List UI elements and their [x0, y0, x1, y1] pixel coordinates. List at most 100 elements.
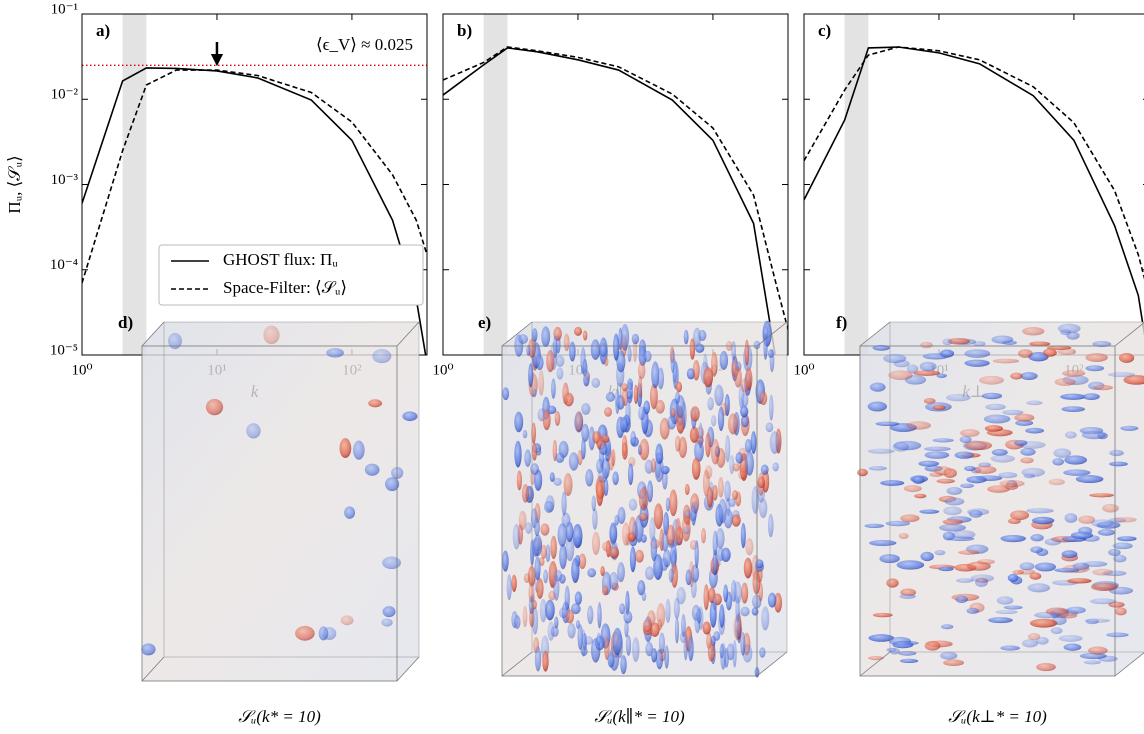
isosurface-blob — [1062, 370, 1086, 377]
isosurface-blob — [725, 434, 731, 463]
isosurface-blob — [1020, 372, 1038, 380]
isosurface-blob — [535, 447, 542, 456]
isosurface-blob — [608, 450, 615, 471]
isosurface-blob — [604, 637, 610, 660]
isosurface-blob — [1027, 583, 1051, 593]
isosurface-blob — [735, 452, 744, 464]
isosurface-blob — [318, 626, 329, 641]
isosurface-blob — [1025, 508, 1054, 514]
isosurface-blob — [554, 410, 561, 426]
isosurface-blob — [533, 534, 543, 557]
isosurface-blob — [659, 417, 670, 440]
isosurface-blob — [875, 421, 900, 426]
isosurface-blob — [942, 338, 953, 346]
isosurface-blob — [740, 632, 746, 656]
isosurface-blob — [601, 434, 610, 443]
isosurface-blob — [988, 617, 1013, 624]
x-tick-label: 10⁰ — [432, 362, 453, 378]
isosurface-blob — [750, 430, 757, 455]
isosurface-blob — [539, 557, 545, 566]
isosurface-blob — [651, 648, 658, 663]
isosurface-blob — [769, 394, 774, 421]
isosurface-blob — [688, 635, 694, 662]
isosurface-blob — [522, 605, 528, 628]
isosurface-blob — [703, 584, 709, 611]
isosurface-blob — [1085, 353, 1108, 362]
isosurface-blob — [596, 431, 602, 450]
cube-edge — [141, 656, 165, 682]
isosurface-blob — [587, 605, 594, 625]
isosurface-blob — [326, 348, 344, 358]
isosurface-blob — [1036, 662, 1056, 672]
isosurface-blob — [1034, 611, 1062, 619]
isosurface-blob — [339, 438, 352, 458]
isosurface-blob — [518, 510, 527, 531]
isosurface-blob — [964, 359, 990, 367]
render-3d: e) 𝒮ᵤ(k∥* = 10) — [478, 313, 788, 726]
isosurface-blob — [514, 411, 524, 433]
isosurface-blob — [906, 421, 932, 430]
isosurface-blob — [990, 454, 1015, 463]
isosurface-blob — [1027, 633, 1041, 641]
isosurface-blob — [617, 506, 626, 524]
isosurface-blob — [899, 658, 919, 664]
isosurface-blob — [344, 506, 356, 519]
isosurface-blob — [531, 328, 538, 342]
isosurface-blob — [1067, 578, 1092, 584]
isosurface-blob — [857, 468, 868, 477]
isosurface-blob — [568, 452, 579, 471]
isosurface-blob — [734, 613, 741, 640]
plot-area — [804, 14, 1144, 355]
isosurface-blob — [555, 452, 565, 463]
render-caption: 𝒮ᵤ(k* = 10) — [238, 707, 321, 726]
isosurface-blob — [713, 631, 721, 641]
isosurface-blob — [954, 451, 974, 459]
isosurface-blob — [973, 465, 997, 474]
isosurface-blob — [991, 335, 1014, 344]
panel-label: f) — [836, 313, 847, 332]
isosurface-blob — [740, 378, 750, 393]
isosurface-blob — [1058, 635, 1083, 642]
isosurface-blob — [1065, 431, 1077, 439]
isosurface-blob — [772, 462, 779, 472]
isosurface-blob — [1117, 536, 1137, 542]
isosurface-blob — [678, 436, 687, 459]
isosurface-blob — [693, 501, 699, 515]
isosurface-blob — [719, 350, 729, 370]
isosurface-blob — [664, 645, 669, 669]
isosurface-blob — [552, 439, 558, 462]
isosurface-blob — [571, 557, 580, 584]
isosurface-blob — [744, 438, 752, 453]
isosurface-blob — [751, 486, 760, 514]
isosurface-blob — [368, 399, 383, 408]
isosurface-blob — [516, 470, 522, 491]
isosurface-blob — [765, 422, 774, 433]
isosurface-blob — [1123, 375, 1144, 385]
isosurface-blob — [920, 341, 933, 349]
x-tick-label: 10⁰ — [793, 362, 814, 378]
isosurface-blob — [717, 477, 724, 498]
isosurface-blob — [985, 403, 1006, 411]
isosurface-blob — [1078, 515, 1096, 524]
isosurface-blob — [544, 500, 554, 513]
isosurface-blob — [1089, 598, 1117, 605]
cube-edge — [141, 321, 165, 347]
isosurface-blob — [968, 509, 983, 518]
isosurface-blob — [671, 407, 676, 418]
series-line — [443, 46, 788, 330]
isosurface-blob — [619, 603, 626, 615]
cube-edge — [396, 656, 420, 682]
isosurface-blob — [1081, 430, 1106, 440]
isosurface-blob — [588, 426, 595, 451]
isosurface-blob — [557, 523, 567, 547]
isosurface-blob — [758, 498, 768, 519]
isosurface-blob — [372, 349, 392, 364]
isosurface-blob — [644, 566, 655, 580]
isosurface-blob — [295, 625, 315, 641]
isosurface-blob — [637, 579, 646, 596]
isosurface-blob — [688, 561, 695, 588]
isosurface-blob — [635, 549, 644, 563]
series-line — [82, 69, 427, 284]
cube-edge — [756, 651, 788, 677]
isosurface-blob — [867, 448, 895, 454]
